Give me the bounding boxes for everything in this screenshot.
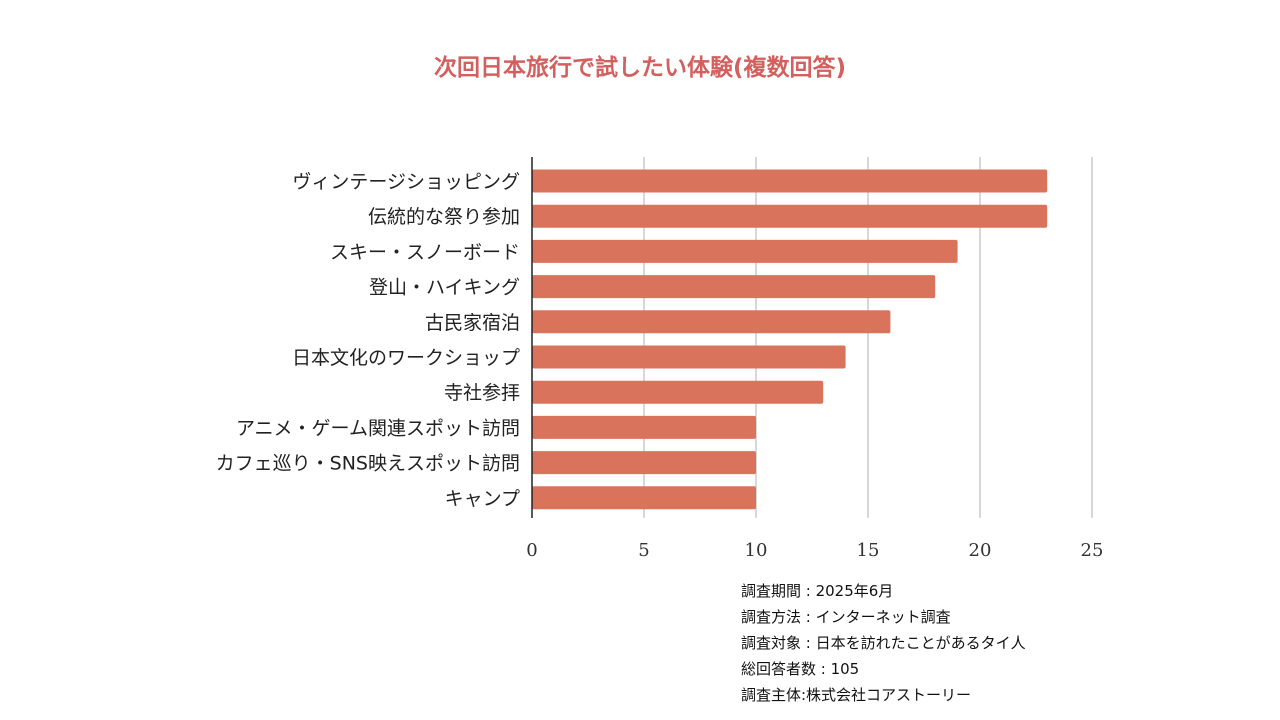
bar — [532, 204, 1048, 228]
survey-organizer: 調査主体:株式会社コアストーリー — [741, 686, 972, 704]
bar — [532, 415, 756, 439]
bar — [532, 486, 756, 510]
category-label: 日本文化のワークショップ — [292, 347, 520, 369]
x-tick-label: 25 — [1081, 540, 1104, 561]
x-tick-label: 20 — [969, 540, 992, 561]
category-label: カフェ巡り・SNS映えスポット訪問 — [216, 453, 520, 475]
survey-respondents: 総回答者数 : 105 — [741, 660, 860, 678]
survey-notes: 調査期間 : 2025年6月 調査方法 : インターネット調査 調査対象 : 日… — [741, 578, 1026, 708]
category-label: 伝統的な祭り参加 — [368, 206, 520, 228]
bar — [532, 310, 891, 334]
bar — [532, 345, 846, 369]
category-label: スキー・スノーボード — [330, 241, 520, 263]
category-label: アニメ・ゲーム関連スポット訪問 — [236, 417, 520, 439]
survey-method: 調査方法 : インターネット調査 — [741, 608, 951, 626]
category-label: 登山・ハイキング — [369, 277, 520, 299]
category-label: 古民家宿泊 — [425, 312, 520, 334]
category-label: ヴィンテージショッピング — [292, 171, 520, 193]
x-tick-label: 0 — [526, 540, 537, 561]
chart-title: 次回日本旅行で試したい体験(複数回答) — [433, 55, 847, 81]
x-tick-label: 10 — [745, 540, 768, 561]
x-tick-label: 5 — [638, 540, 649, 561]
category-label: キャンプ — [445, 488, 520, 510]
bar — [532, 239, 958, 263]
x-tick-label: 15 — [857, 540, 880, 561]
bar — [532, 169, 1048, 193]
bar — [532, 451, 756, 475]
survey-period: 調査期間 : 2025年6月 — [741, 582, 894, 600]
survey-target: 調査対象 : 日本を訪れたことがあるタイ人 — [741, 634, 1026, 652]
bar — [532, 275, 936, 299]
bar — [532, 380, 824, 404]
category-label: 寺社参拝 — [444, 382, 520, 404]
